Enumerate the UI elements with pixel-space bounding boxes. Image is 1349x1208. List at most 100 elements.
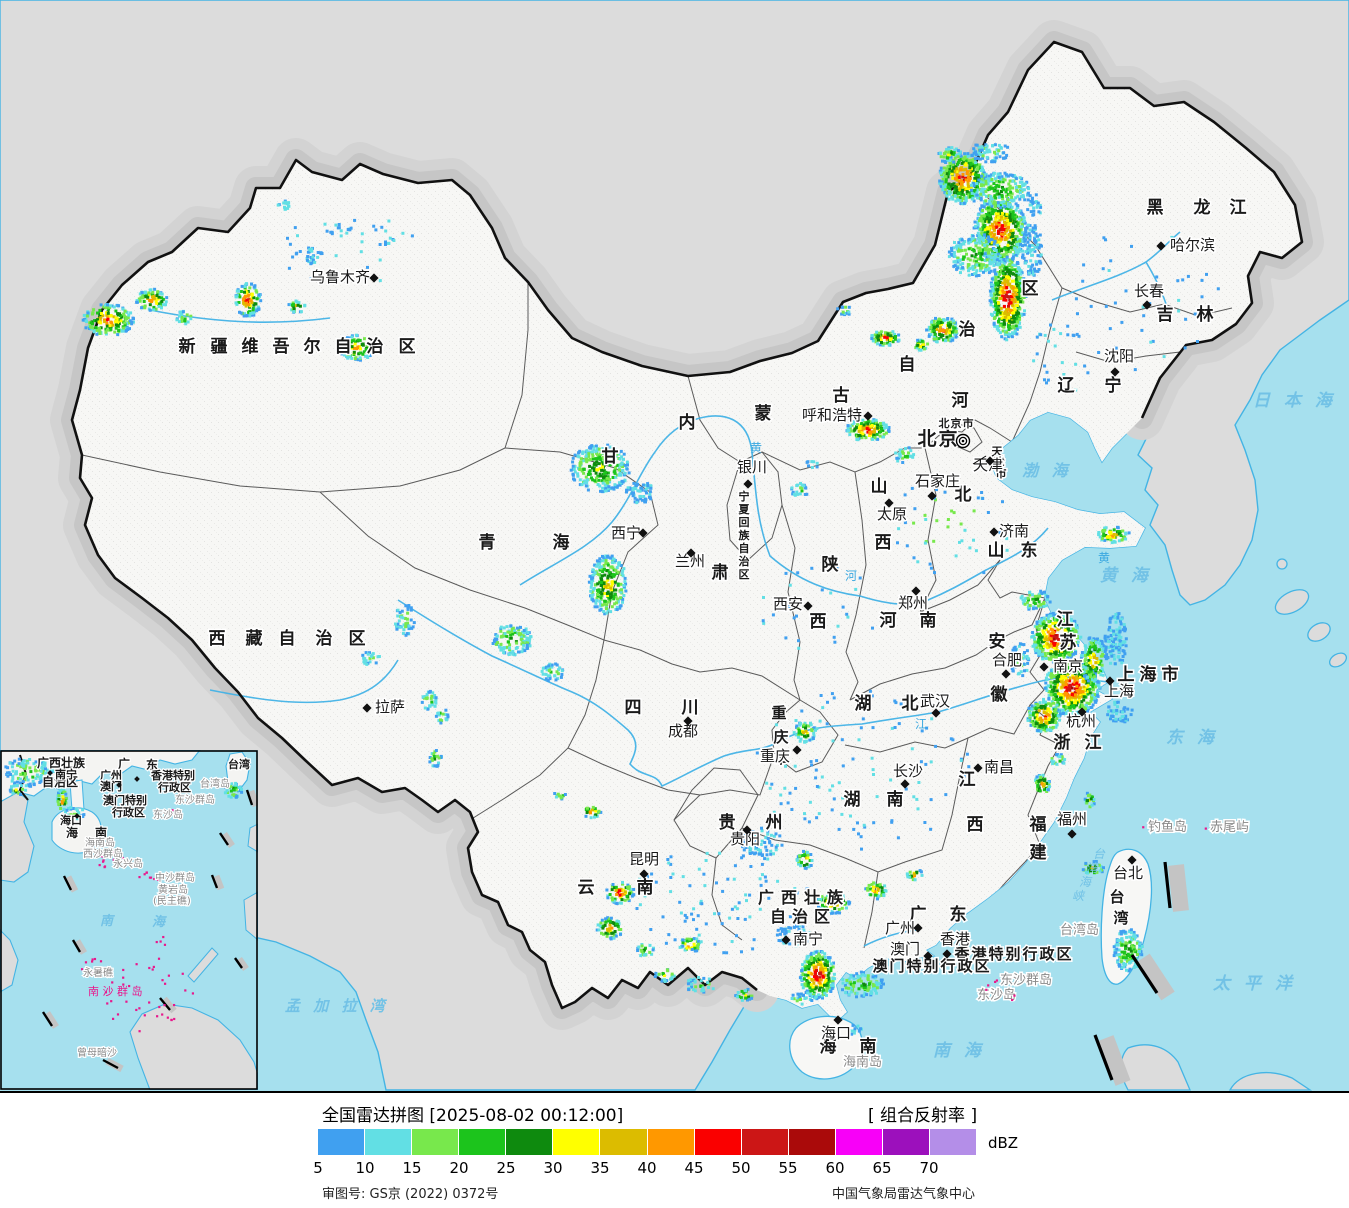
radar-echo-pixel <box>609 463 613 466</box>
radar-echo-pixel <box>885 336 889 340</box>
radar-echo-pixel <box>1057 669 1061 673</box>
radar-echo-pixel <box>595 599 599 602</box>
radar-echo-pixel <box>121 329 125 333</box>
radar-echo-pixel <box>982 239 986 242</box>
radar-echo-pixel <box>540 669 544 673</box>
radar-echo-pixel <box>1112 633 1116 636</box>
radar-echo-pixel <box>1049 710 1052 714</box>
radar-echo-pixel <box>622 473 626 477</box>
radar-echo-pixel <box>957 244 961 248</box>
radar-echo-pixel <box>578 464 582 468</box>
radar-echo-pixel <box>1008 179 1012 183</box>
radar-echo-pixel <box>295 300 299 304</box>
radar-echo-pixel <box>132 320 135 324</box>
radar-echo-pixel <box>939 184 943 188</box>
radar-echo-pixel <box>515 641 519 645</box>
radar-echo-pixel <box>590 577 594 581</box>
radar-echo-pixel <box>1043 700 1047 704</box>
radar-echo-pixel <box>596 474 600 478</box>
radar-echo-pixel <box>959 245 963 249</box>
radar-echo-pixel <box>939 318 943 322</box>
radar-echo-pixel <box>590 583 594 586</box>
radar-echo-pixel <box>1003 283 1007 287</box>
radar-echo-pixel <box>613 455 617 459</box>
radar-echo-pixel <box>1073 678 1077 682</box>
radar-echo-pixel <box>1007 204 1011 208</box>
radar-echo-pixel <box>1008 258 1012 262</box>
radar-echo-pixel <box>579 461 583 465</box>
radar-echo-pixel <box>1031 272 1035 276</box>
radar-echo-pixel <box>623 576 627 580</box>
radar-echo-pixel <box>1037 627 1041 631</box>
radar-echo-pixel <box>873 436 877 440</box>
radar-echo-pixel <box>1033 228 1037 231</box>
radar-echo-pixel <box>1016 296 1020 300</box>
radar-echo-pixel <box>941 159 944 163</box>
radar-echo-pixel <box>974 164 978 168</box>
radar-echo-pixel <box>1047 702 1051 706</box>
radar-echo-pixel <box>364 348 368 352</box>
radar-echo-pixel <box>1072 670 1075 674</box>
radar-echo-pixel <box>118 314 122 317</box>
radar-echo-pixel <box>406 621 410 625</box>
radar-echo-pixel <box>358 351 362 355</box>
radar-echo-pixel <box>286 206 290 210</box>
radar-echo-pixel <box>868 434 871 437</box>
radar-echo-pixel <box>1016 194 1020 198</box>
radar-echo-pixel <box>243 294 247 298</box>
radar-echo-pixel <box>920 339 924 343</box>
radar-echo-pixel <box>505 634 509 638</box>
radar-echo-pixel <box>1085 701 1089 705</box>
radar-echo-pixel <box>648 492 652 496</box>
radar-echo-pixel <box>929 333 933 337</box>
radar-echo-pixel <box>1008 262 1012 266</box>
radar-echo-pixel <box>1091 664 1095 668</box>
radar-echo-pixel <box>1037 260 1041 264</box>
radar-echo-pixel <box>966 180 970 184</box>
radar-echo-pixel <box>989 300 993 304</box>
radar-echo-pixel <box>1038 701 1042 705</box>
radar-echo-pixel <box>882 423 886 427</box>
radar-echo-pixel <box>1076 669 1080 673</box>
radar-echo-pixel <box>614 475 618 479</box>
radar-echo-pixel <box>111 323 115 327</box>
radar-echo-pixel <box>546 679 550 682</box>
radar-echo-pixel <box>1015 276 1019 279</box>
radar-echo-pixel <box>980 148 984 152</box>
radar-echo-pixel <box>494 642 498 646</box>
radar-echo-pixel <box>1007 269 1011 272</box>
radar-echo-pixel <box>1034 193 1038 197</box>
radar-echo-pixel <box>496 641 500 645</box>
radar-echo-pixel <box>994 201 998 205</box>
radar-echo-pixel <box>402 623 406 627</box>
radar-echo-pixel <box>544 666 548 670</box>
radar-echo-pixel <box>598 455 602 459</box>
radar-echo-pixel <box>1044 642 1048 645</box>
radar-echo-pixel <box>621 469 624 473</box>
radar-echo-pixel <box>1109 644 1113 648</box>
radar-echo-pixel <box>106 317 110 321</box>
radar-echo-pixel <box>959 185 963 189</box>
radar-echo-pixel <box>649 486 653 490</box>
radar-echo-pixel <box>872 432 876 436</box>
radar-echo-pixel <box>1003 205 1007 209</box>
radar-echo-pixel <box>951 324 955 328</box>
radar-echo-pixel <box>1030 253 1034 257</box>
radar-echo-pixel <box>953 188 957 192</box>
radar-echo-pixel <box>1090 679 1094 683</box>
radar-echo-pixel <box>1064 713 1068 717</box>
radar-echo-pixel <box>1086 706 1090 710</box>
radar-echo-pixel <box>1070 704 1074 708</box>
radar-echo-pixel <box>591 599 595 603</box>
radar-echo-pixel <box>988 200 992 203</box>
radar-echo-pixel <box>1060 676 1064 680</box>
radar-echo-pixel <box>950 246 953 250</box>
radar-echo-pixel <box>643 500 647 504</box>
radar-echo-pixel <box>1124 637 1128 641</box>
radar-echo-pixel <box>303 304 307 308</box>
radar-echo-pixel <box>994 152 998 156</box>
radar-echo-pixel <box>593 462 596 466</box>
radar-echo-pixel <box>918 340 922 344</box>
radar-echo-pixel <box>615 452 619 456</box>
radar-echo-pixel <box>362 350 366 354</box>
